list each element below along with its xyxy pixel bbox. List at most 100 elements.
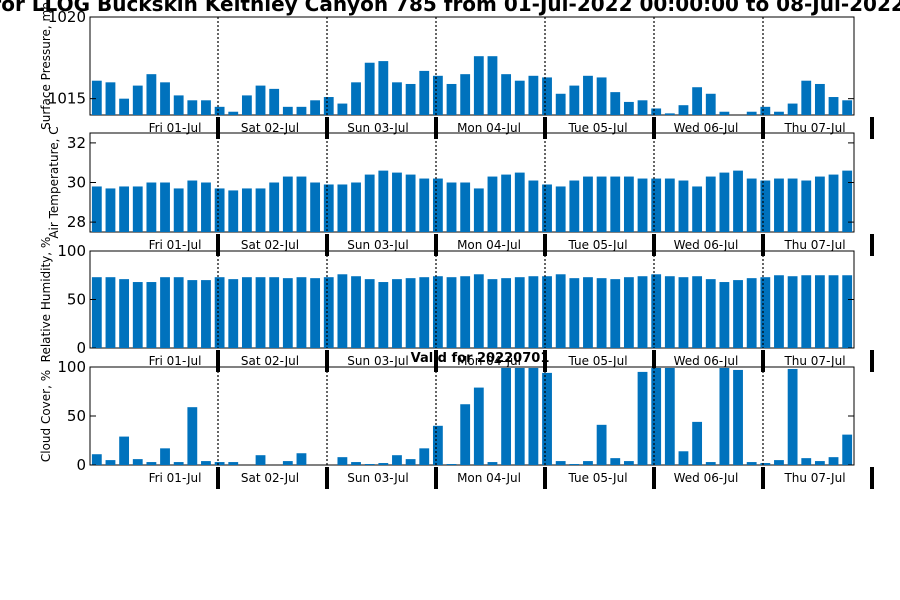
- bar: [296, 176, 307, 232]
- bar: [623, 277, 634, 348]
- bar: [760, 180, 771, 232]
- bar: [337, 103, 348, 115]
- bar: [487, 56, 498, 115]
- bar: [637, 100, 648, 115]
- bar: [201, 461, 211, 465]
- bar: [596, 176, 607, 232]
- bar: [460, 74, 471, 115]
- bar: [241, 277, 252, 348]
- bar: [692, 87, 703, 115]
- bar: [473, 387, 484, 465]
- bar: [432, 178, 443, 232]
- bar: [432, 425, 443, 465]
- y-tick-label: 50: [67, 407, 86, 425]
- x-day-label: Sat 02-Jul: [241, 471, 299, 485]
- bar: [378, 282, 389, 348]
- bar: [774, 111, 784, 115]
- bar: [405, 83, 416, 115]
- bar: [692, 421, 703, 465]
- bar: [405, 174, 416, 232]
- bar: [596, 424, 607, 465]
- x-day-label: Mon 04-Jul: [457, 471, 521, 485]
- bar: [610, 176, 621, 232]
- bar: [132, 85, 143, 115]
- bar: [801, 80, 812, 115]
- bar: [105, 82, 116, 115]
- bar: [528, 180, 539, 232]
- bar: [228, 190, 239, 232]
- bar: [282, 278, 293, 348]
- panel-4: 0 50 100 Cloud Cover, % Fri 01-Jul Sat 02-Jul…: [39, 358, 874, 489]
- bar: [569, 180, 580, 232]
- bar: [787, 368, 798, 465]
- bar: [323, 184, 334, 232]
- bar: [637, 178, 648, 232]
- y-axis-label: Air Temperature, C: [47, 126, 61, 238]
- bar: [664, 276, 675, 348]
- bar: [651, 367, 662, 465]
- bar: [282, 106, 293, 115]
- bar: [637, 371, 648, 465]
- bar: [678, 180, 689, 232]
- bar: [460, 276, 471, 348]
- bar: [828, 174, 839, 232]
- bar: [119, 436, 130, 465]
- bar: [132, 186, 143, 232]
- bar: [801, 180, 812, 232]
- bar: [760, 277, 771, 348]
- bar: [214, 188, 225, 232]
- bar: [664, 178, 675, 232]
- x-day-label: Sun 03-Jul: [347, 238, 408, 252]
- bar: [364, 464, 375, 465]
- x-day-label: Tue 05-Jul: [567, 238, 627, 252]
- bar: [746, 278, 757, 348]
- bar: [583, 75, 593, 115]
- bar: [555, 461, 566, 465]
- bar: [542, 77, 552, 115]
- bar: [583, 176, 593, 232]
- y-tick-label: 0: [76, 339, 86, 357]
- bar: [160, 82, 170, 115]
- bar: [719, 172, 730, 232]
- bar: [623, 101, 634, 115]
- y-tick-label: 1015: [48, 90, 86, 108]
- bar: [255, 277, 266, 348]
- bar: [323, 97, 334, 115]
- bar: [269, 88, 280, 115]
- bar: [405, 278, 416, 348]
- bar: [760, 106, 771, 115]
- bar: [105, 460, 116, 465]
- bar: [351, 276, 361, 348]
- bar: [719, 367, 730, 465]
- bar: [91, 80, 102, 115]
- bar: [91, 277, 102, 348]
- bar: [705, 176, 716, 232]
- x-day-label: Tue 05-Jul: [567, 354, 627, 368]
- bar: [555, 274, 566, 348]
- bar: [473, 188, 484, 232]
- bar: [569, 85, 580, 115]
- bar: [228, 462, 239, 465]
- bar: [310, 182, 321, 232]
- x-day-label: Tue 05-Jul: [567, 121, 627, 135]
- bar: [364, 62, 375, 115]
- bar: [528, 75, 539, 115]
- y-tick-label: 0: [76, 456, 86, 474]
- bar: [378, 170, 389, 232]
- bar: [132, 459, 143, 465]
- bar: [146, 74, 157, 115]
- bar: [542, 184, 552, 232]
- bar: [596, 77, 607, 115]
- bar: [241, 95, 252, 115]
- bar: [460, 182, 471, 232]
- bar: [501, 367, 512, 465]
- bar: [664, 367, 675, 465]
- bar: [351, 462, 361, 465]
- bar: [337, 184, 348, 232]
- valid-date-subtitle: Valid for 20220701: [411, 351, 550, 366]
- bar: [201, 280, 211, 348]
- bar: [514, 80, 525, 115]
- bar: [501, 174, 512, 232]
- bar: [692, 186, 703, 232]
